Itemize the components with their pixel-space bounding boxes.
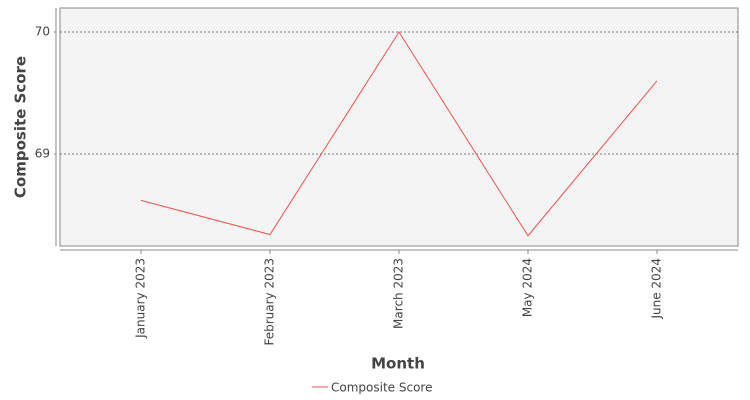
- x-tick-label: January 2023: [134, 258, 148, 339]
- plot-area: [59, 7, 739, 247]
- x-axis-title: Month: [371, 355, 425, 373]
- y-tick-label: 70: [35, 25, 50, 39]
- y-tick-label: 69: [35, 147, 50, 161]
- x-tick-label: March 2023: [392, 258, 406, 329]
- line-series: [140, 31, 658, 237]
- x-tick-label: February 2023: [263, 258, 277, 346]
- x-tick-label: May 2024: [521, 258, 535, 317]
- y-axis-title: Composite Score: [12, 56, 30, 198]
- legend-label: Composite Score: [331, 381, 432, 395]
- x-tick-label: June 2024: [650, 258, 664, 320]
